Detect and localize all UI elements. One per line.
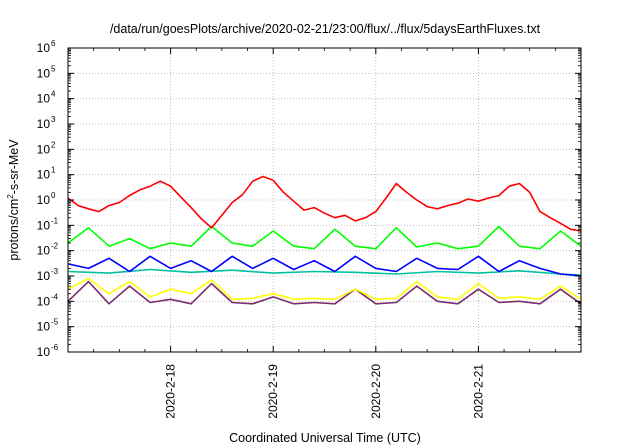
y-tick-exponent: 5 [51, 64, 56, 73]
x-tick-label: 2020-2-21 [471, 364, 485, 419]
y-tick-label: 10 [37, 92, 51, 106]
series-layer [67, 175, 582, 305]
y-tick-exponent: 2 [51, 140, 56, 149]
series-line [67, 255, 582, 277]
y-tick-label: 10 [37, 294, 51, 308]
y-tick-exponent: -5 [51, 318, 59, 327]
y-tick-label: 10 [37, 168, 51, 182]
y-tick-exponent: -2 [51, 242, 59, 251]
y-tick-exponent: -3 [51, 267, 59, 276]
y-axis-label: protons/cm2-s-sr-MeV [6, 139, 21, 261]
y-tick-exponent: 1 [51, 166, 56, 175]
y-tick-exponent: -1 [51, 216, 59, 225]
x-tick-label: 2020-2-20 [369, 364, 383, 419]
y-tick-exponent: -6 [51, 343, 59, 352]
grid [68, 48, 581, 352]
series-line [67, 280, 582, 305]
y-tick-label: 10 [37, 345, 51, 359]
y-tick-label: 10 [37, 142, 51, 156]
y-tick-label: 10 [37, 117, 51, 131]
y-tick-label: 10 [37, 269, 51, 283]
series-line [67, 225, 582, 250]
x-tick-label: 2020-2-19 [266, 364, 280, 419]
x-tick-label: 2020-2-18 [164, 364, 178, 419]
y-tick-label: 10 [37, 193, 51, 207]
y-tick-exponent: 4 [51, 90, 56, 99]
y-tick-exponent: 6 [51, 39, 56, 48]
x-axis-ticks: 2020-2-18 2020-2-19 2020-2-20 2020-2-21 [93, 48, 556, 419]
y-tick-label: 10 [37, 41, 51, 55]
y-tick-label: 10 [37, 218, 51, 232]
series-line [67, 277, 582, 301]
y-tick-exponent: 0 [51, 191, 56, 200]
chart-title: /data/run/goesPlots/archive/2020-02-21/2… [110, 22, 541, 36]
y-tick-label: 10 [37, 66, 51, 80]
x-axis-label: Coordinated Universal Time (UTC) [229, 431, 421, 445]
series-line [67, 175, 582, 232]
y-tick-label: 10 [37, 320, 51, 334]
y-axis-ticks: 10 -610 -510 -410 -310 -210 -110 010 110 210 310 41… [37, 39, 581, 359]
y-tick-exponent: 3 [51, 115, 56, 124]
plot-frame [67, 47, 582, 353]
y-tick-label: 10 [37, 244, 51, 258]
series-line [67, 268, 582, 276]
y-tick-exponent: -4 [51, 292, 59, 301]
